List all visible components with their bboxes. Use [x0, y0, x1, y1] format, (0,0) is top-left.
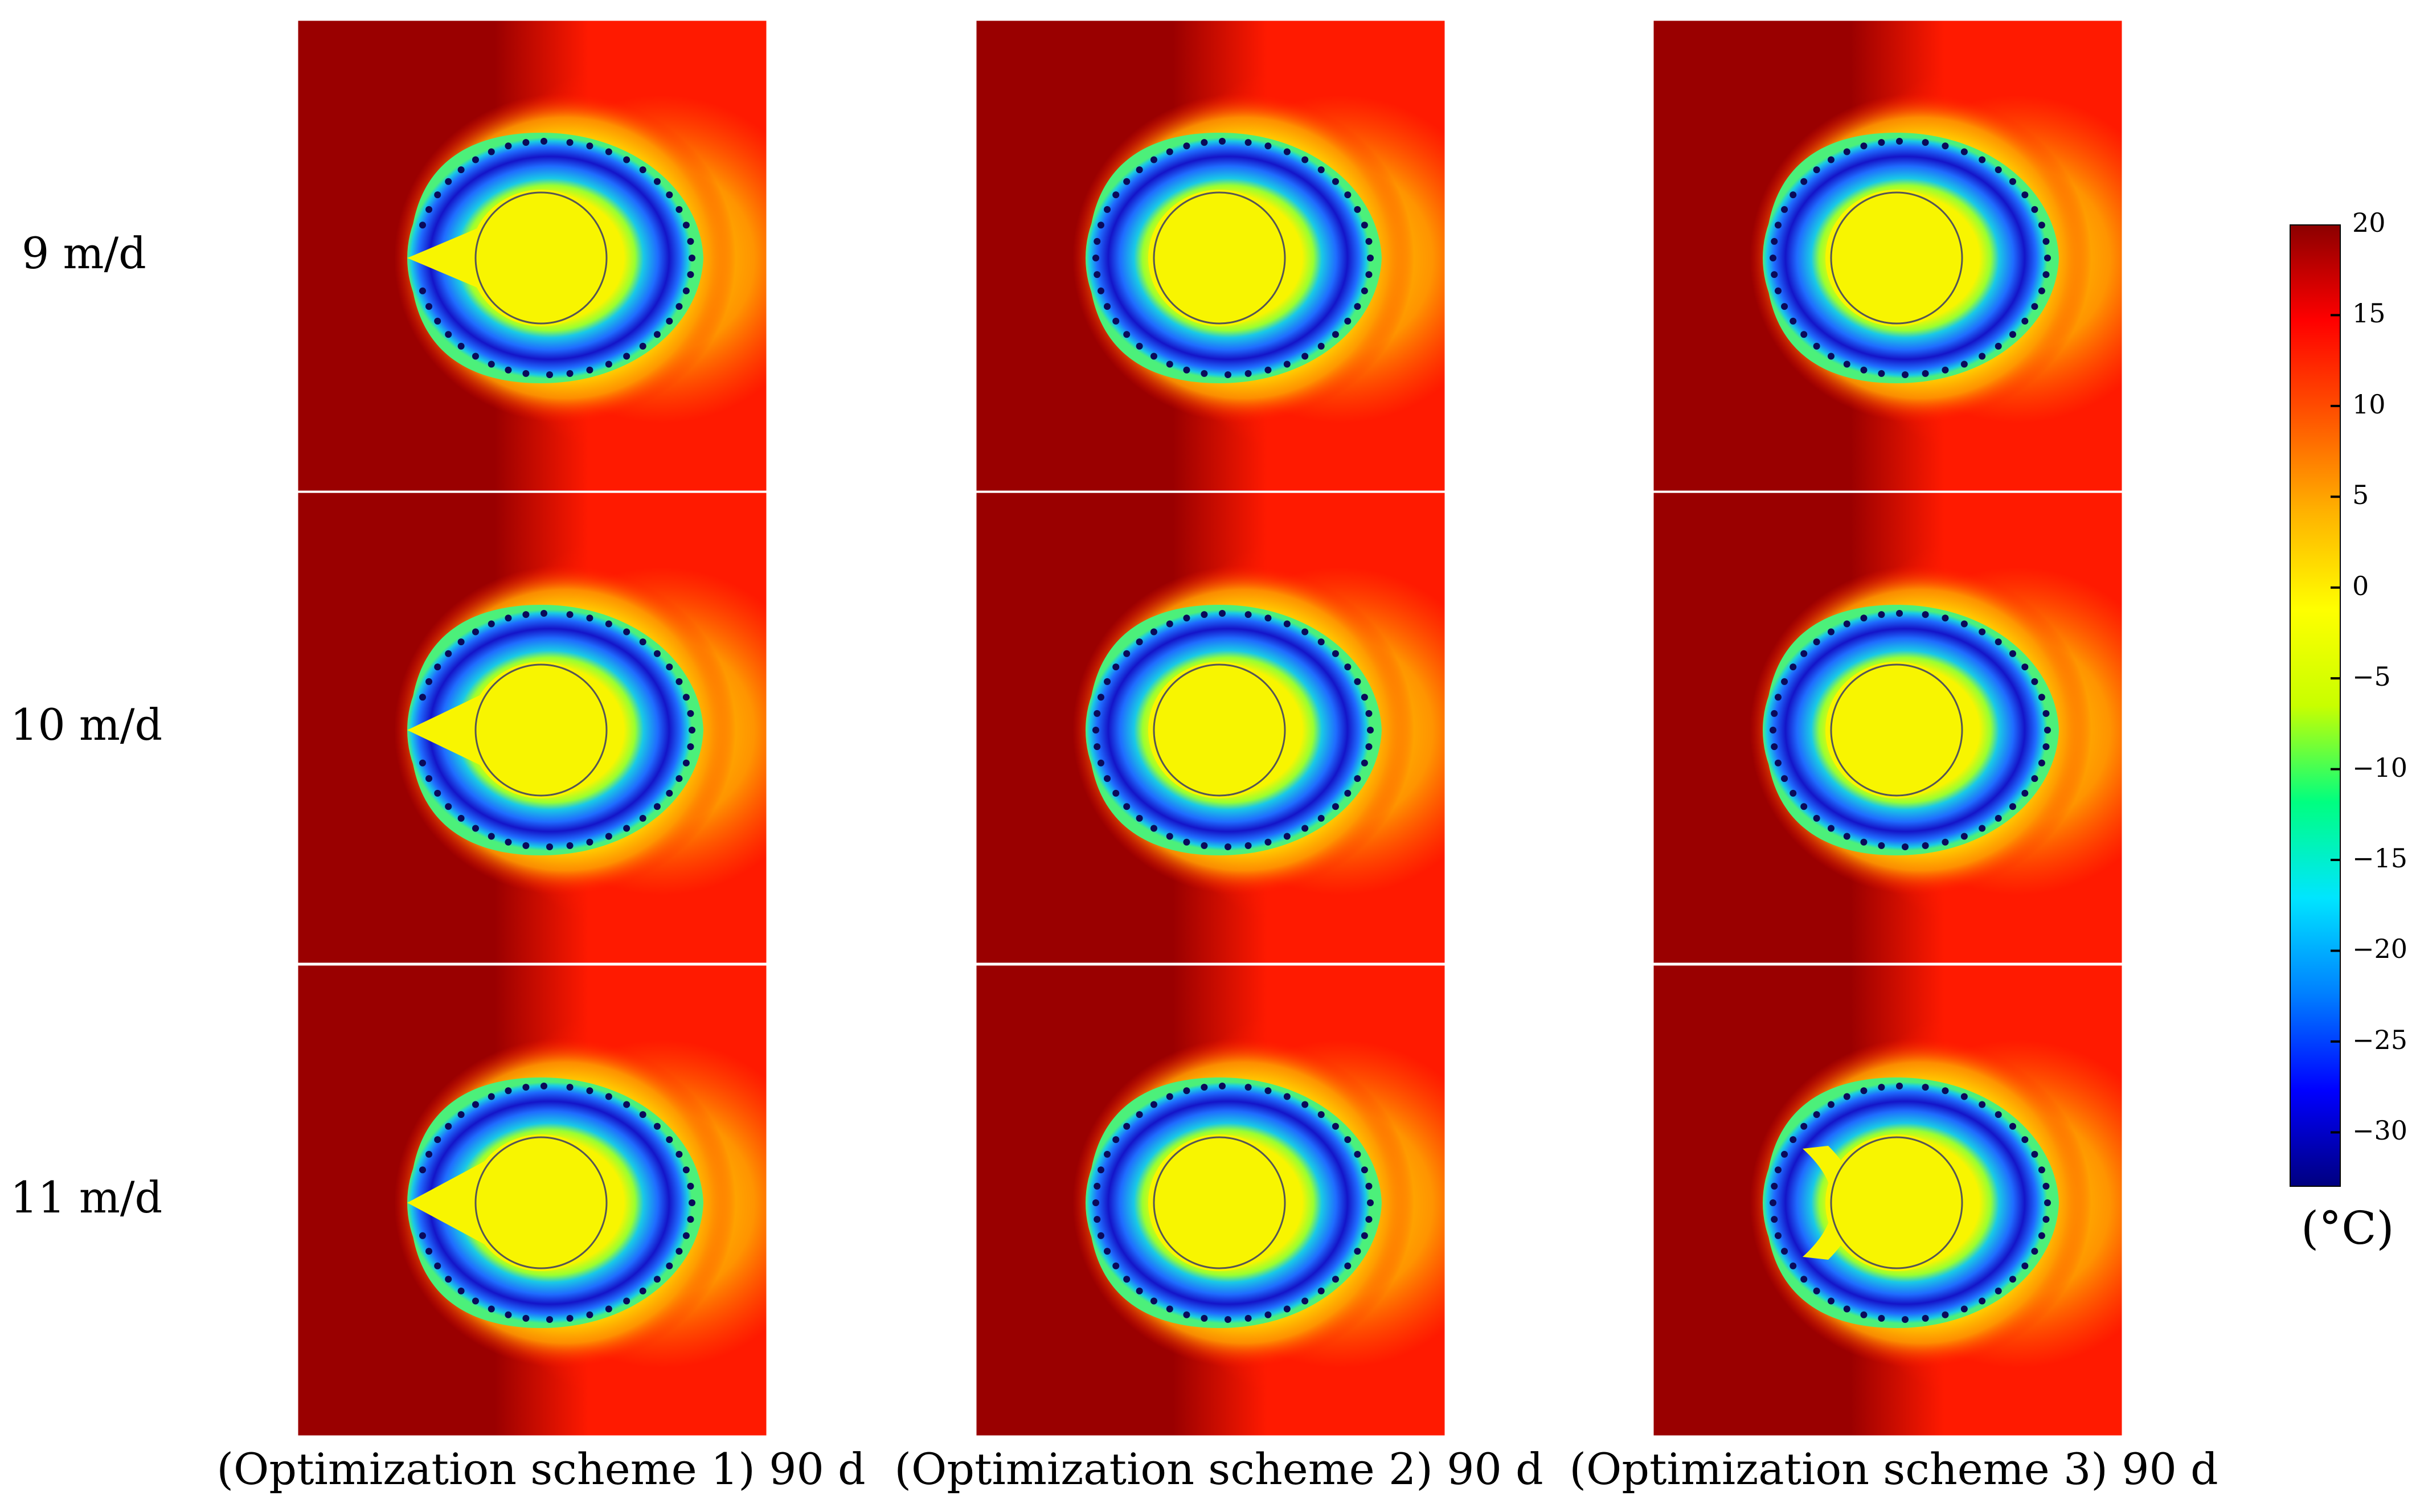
temperature-panel-r1-c1 — [297, 20, 767, 491]
freeze-pipe-dots — [419, 610, 695, 850]
colorbar-tick-label: 20 — [2352, 207, 2386, 238]
temperature-field — [297, 492, 767, 964]
temperature-panel-r3-c1 — [297, 965, 767, 1436]
colorbar-unit: (°C) — [2301, 1202, 2394, 1255]
column-label-scheme-3: (Optimization scheme 3) 90 d — [1569, 1444, 2218, 1494]
temperature-field — [297, 965, 767, 1436]
colorbar-tick-label: −30 — [2352, 1115, 2408, 1146]
freeze-pipe-dots — [1092, 610, 1374, 850]
colorbar-tick-label: −15 — [2352, 843, 2408, 874]
temperature-panel-r2-c1 — [297, 492, 767, 964]
colorbar-tick-label: −20 — [2352, 933, 2408, 965]
row-label-10: 10 m/d — [10, 699, 163, 750]
colorbar-tick-label: 15 — [2352, 298, 2386, 329]
freeze-pipe-dots — [1770, 610, 2051, 850]
colorbar-tick-label: 5 — [2352, 480, 2369, 511]
column-label-scheme-1: (Optimization scheme 1) 90 d — [216, 1444, 866, 1494]
temperature-field — [976, 965, 1446, 1436]
freeze-pipe-dots — [1770, 138, 2051, 378]
temperature-panel-r1-c2 — [976, 20, 1446, 491]
temperature-field — [976, 492, 1446, 964]
colorbar-tick-label: −10 — [2352, 752, 2408, 783]
temperature-panel-r3-c3 — [1653, 965, 2123, 1436]
freeze-pipe-dots — [1092, 1083, 1374, 1323]
colorbar-tick-label: −5 — [2352, 661, 2391, 693]
colorbar-tick-label: 10 — [2352, 388, 2386, 420]
temperature-panel-r1-c3 — [1653, 20, 2123, 491]
temperature-panel-r2-c3 — [1653, 492, 2123, 964]
colorbar-tick-label: −25 — [2352, 1024, 2408, 1055]
temperature-field — [1653, 965, 2123, 1436]
row-label-11: 11 m/d — [10, 1172, 163, 1223]
temperature-panel-r3-c2 — [976, 965, 1446, 1436]
colorbar-gradient — [2288, 223, 2342, 1188]
freeze-pipe-dots — [419, 1083, 695, 1323]
colorbar — [2288, 223, 2342, 1188]
freeze-pipe-dots — [1092, 138, 1374, 378]
temperature-field — [1653, 20, 2123, 491]
freeze-pipe-dots — [1770, 1083, 2051, 1323]
temperature-field — [976, 20, 1446, 491]
temperature-field — [297, 20, 767, 491]
row-label-9: 9 m/d — [22, 228, 146, 278]
freeze-pipe-dots — [419, 138, 695, 378]
column-label-scheme-2: (Optimization scheme 2) 90 d — [894, 1444, 1543, 1494]
temperature-panel-r2-c2 — [976, 492, 1446, 964]
temperature-field — [1653, 492, 2123, 964]
colorbar-tick-label: 0 — [2352, 570, 2369, 601]
